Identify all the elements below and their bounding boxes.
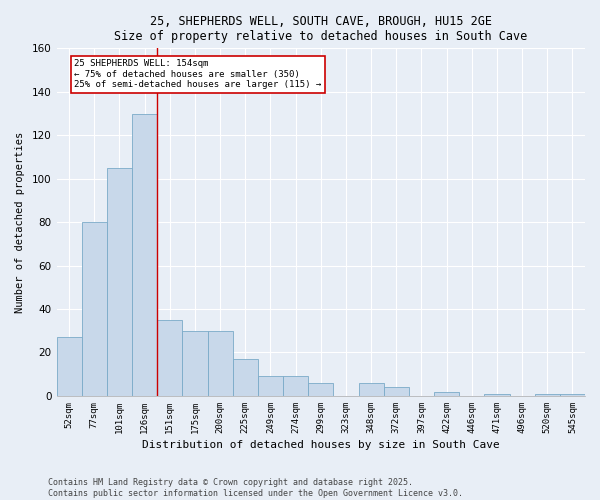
- Bar: [157, 320, 182, 396]
- X-axis label: Distribution of detached houses by size in South Cave: Distribution of detached houses by size …: [142, 440, 500, 450]
- Bar: [383, 388, 409, 396]
- Bar: [82, 222, 107, 396]
- Bar: [434, 392, 459, 396]
- Title: 25, SHEPHERDS WELL, SOUTH CAVE, BROUGH, HU15 2GE
Size of property relative to de: 25, SHEPHERDS WELL, SOUTH CAVE, BROUGH, …: [114, 15, 527, 43]
- Bar: [132, 114, 157, 396]
- Bar: [308, 383, 334, 396]
- Bar: [535, 394, 560, 396]
- Bar: [182, 331, 208, 396]
- Bar: [359, 383, 383, 396]
- Bar: [208, 331, 233, 396]
- Bar: [283, 376, 308, 396]
- Bar: [484, 394, 509, 396]
- Bar: [233, 359, 258, 396]
- Bar: [560, 394, 585, 396]
- Text: Contains HM Land Registry data © Crown copyright and database right 2025.
Contai: Contains HM Land Registry data © Crown c…: [48, 478, 463, 498]
- Y-axis label: Number of detached properties: Number of detached properties: [15, 132, 25, 313]
- Text: 25 SHEPHERDS WELL: 154sqm
← 75% of detached houses are smaller (350)
25% of semi: 25 SHEPHERDS WELL: 154sqm ← 75% of detac…: [74, 59, 322, 89]
- Bar: [107, 168, 132, 396]
- Bar: [258, 376, 283, 396]
- Bar: [56, 338, 82, 396]
